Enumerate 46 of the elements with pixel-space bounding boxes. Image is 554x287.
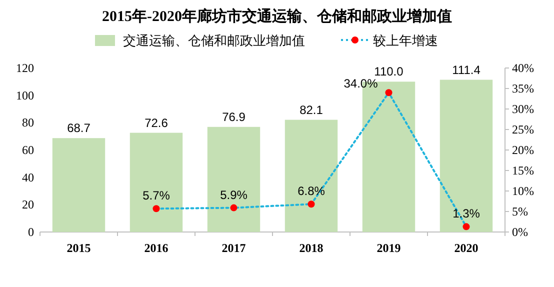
y-tick-label: 40 xyxy=(22,170,34,184)
bar xyxy=(440,80,493,232)
x-tick-label: 2015 xyxy=(66,241,91,255)
x-tick-label: 2016 xyxy=(144,241,168,255)
point xyxy=(385,89,392,96)
data-label: 111.4 xyxy=(452,62,481,77)
point xyxy=(152,205,160,212)
data-label: 6.8% xyxy=(298,184,326,198)
legend-label: 交通运输、仓储和邮政业增加值 xyxy=(123,33,305,48)
y-tick-label: 0 xyxy=(28,225,34,239)
y-tick-label: 120 xyxy=(16,61,34,75)
y2-tick-label: 0% xyxy=(512,225,528,239)
data-label: 110.0 xyxy=(374,64,404,79)
y2-tick-label: 20% xyxy=(512,143,534,157)
data-label: 34.0% xyxy=(344,76,378,91)
data-label: 68.7 xyxy=(67,121,91,136)
y-tick-label: 60 xyxy=(22,143,34,157)
legend-label: 较上年增速 xyxy=(373,33,438,48)
data-label: 72.6 xyxy=(144,116,168,130)
y-tick-label: 100 xyxy=(16,88,34,102)
x-tick-label: 2017 xyxy=(222,241,246,255)
x-tick-label: 2018 xyxy=(299,241,324,255)
y2-tick-label: 25% xyxy=(512,122,534,136)
y-tick-label: 80 xyxy=(22,116,34,130)
point xyxy=(462,223,470,230)
y-tick-label: 20 xyxy=(22,198,34,212)
y2-tick-label: 35% xyxy=(512,82,534,96)
data-label: 5.9% xyxy=(220,188,248,202)
x-tick-label: 2020 xyxy=(454,241,478,255)
y2-tick-label: 40% xyxy=(512,61,534,75)
x-tick-label: 2019 xyxy=(376,241,401,255)
chart-title: 2015年-2020年廊坊市交通运输、仓储和邮政业增加值 xyxy=(102,7,452,25)
point xyxy=(308,200,315,208)
bar xyxy=(207,126,260,232)
bar xyxy=(52,138,106,232)
data-label: 5.7% xyxy=(142,188,170,203)
y2-tick-label: 10% xyxy=(512,184,534,198)
data-label: 76.9 xyxy=(222,110,246,124)
y2-tick-label: 30% xyxy=(512,102,534,116)
bar xyxy=(284,120,338,232)
y2-tick-label: 5% xyxy=(512,204,528,218)
data-label: 82.1 xyxy=(300,102,324,117)
point xyxy=(230,204,238,212)
data-label: 1.3% xyxy=(452,206,480,221)
y2-tick-label: 15% xyxy=(512,164,534,178)
bar xyxy=(130,132,183,232)
